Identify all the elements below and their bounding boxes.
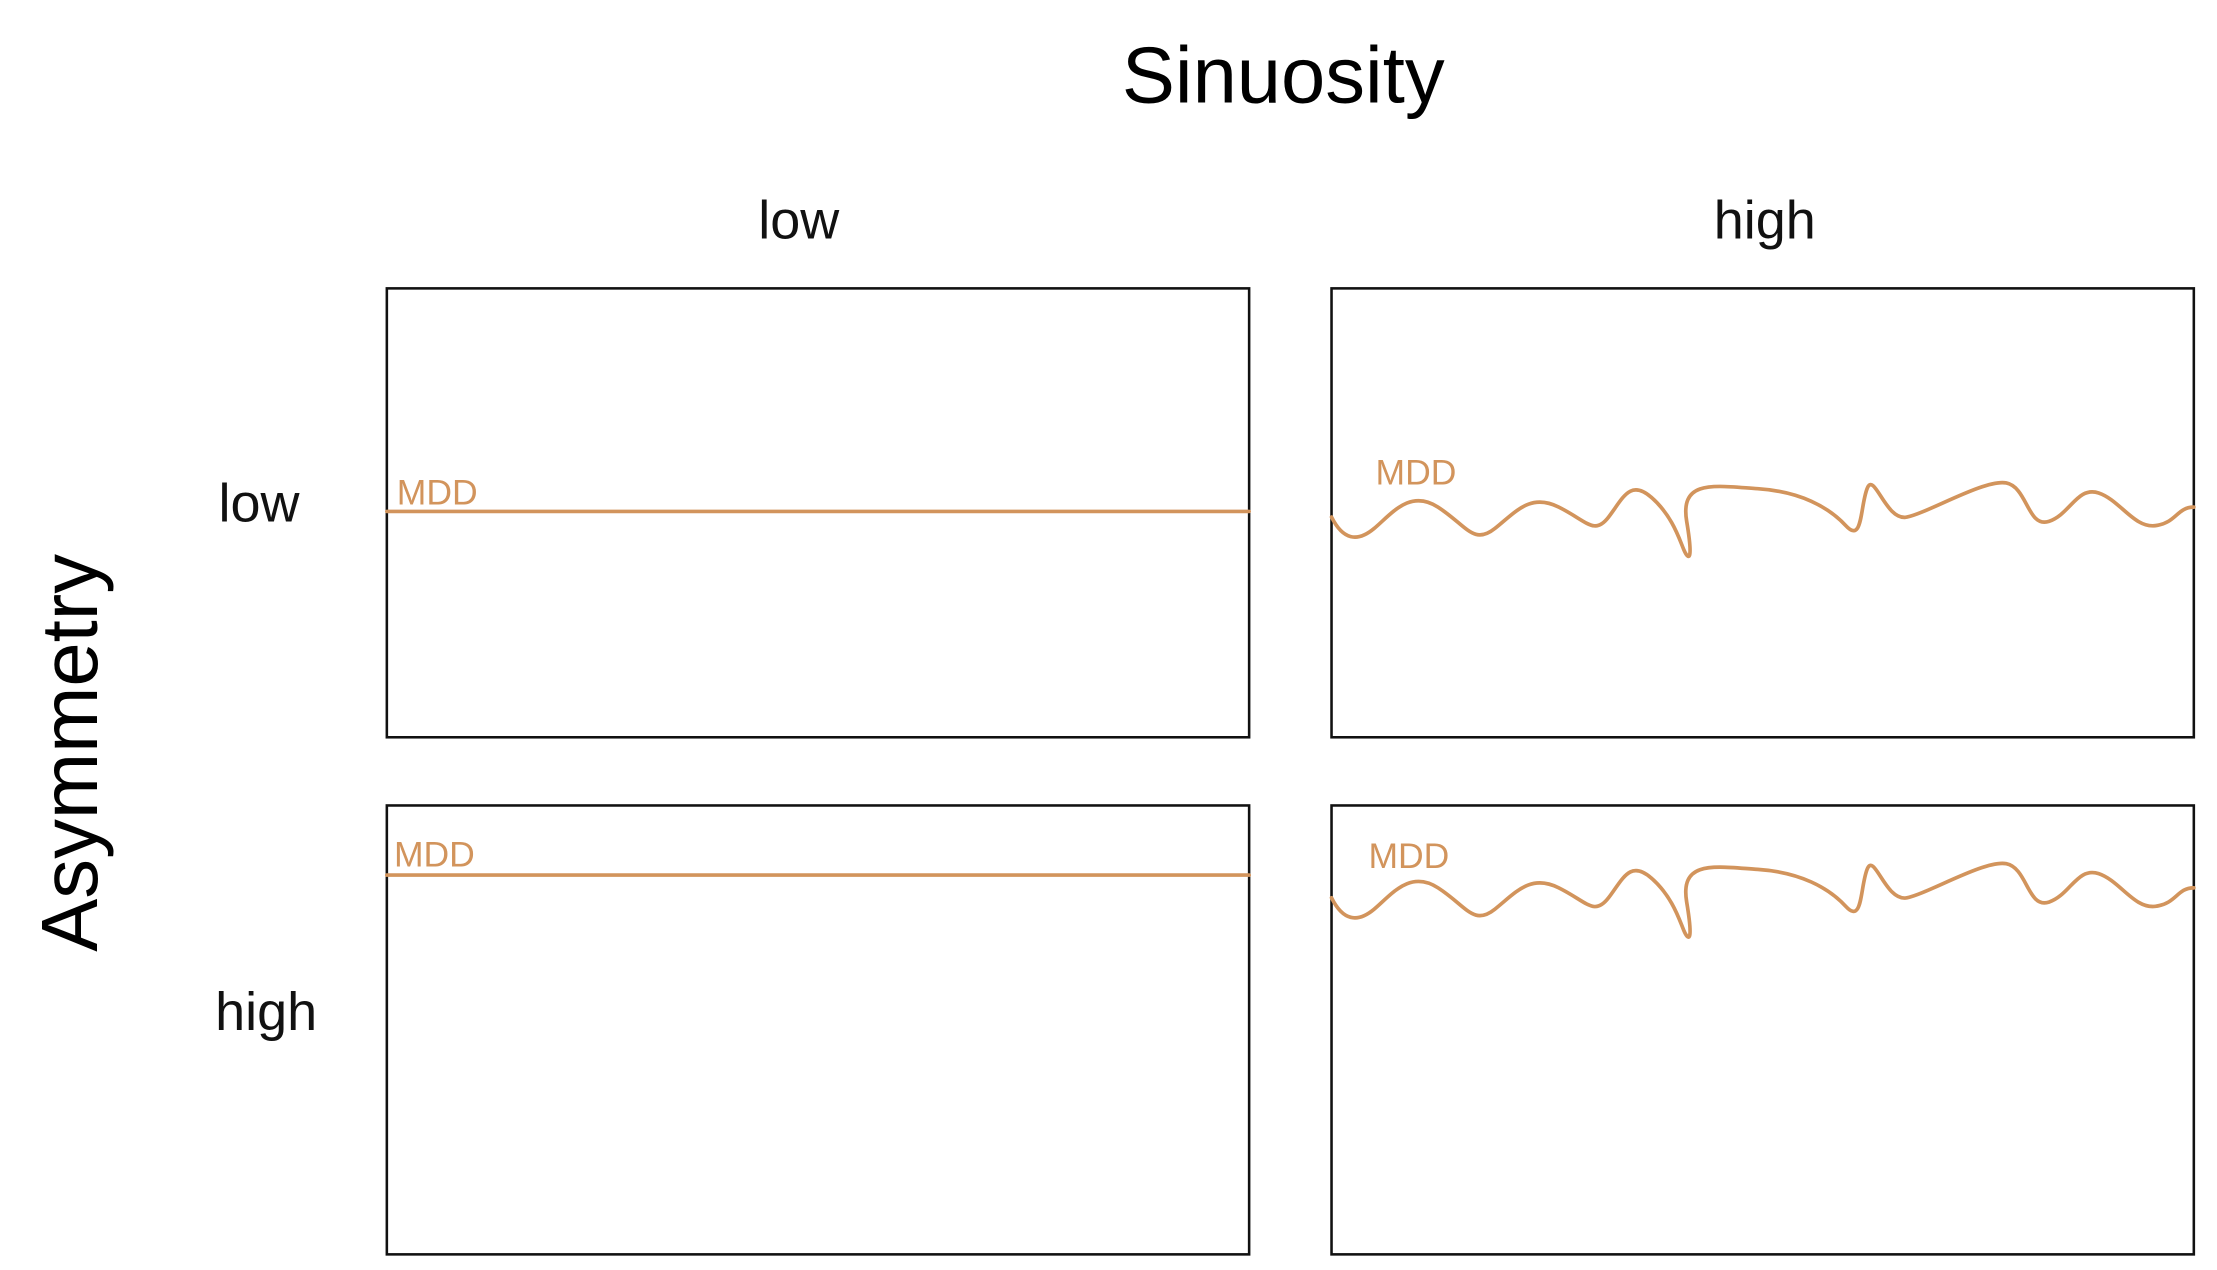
mdd-label: MDD (397, 472, 478, 512)
column-label: low (758, 191, 840, 251)
mdd-label: MDD (1368, 836, 1449, 876)
panel (1330, 804, 2196, 1256)
panel (385, 804, 1251, 1256)
column-label: high (1714, 191, 1816, 251)
row-label: low (218, 473, 300, 533)
panel (1330, 287, 2196, 739)
mdd-line (1329, 861, 2196, 939)
mdd-label: MDD (1376, 452, 1457, 492)
title: Sinuosity (1122, 30, 1445, 119)
mdd-line (1329, 480, 2196, 559)
mdd-label: MDD (394, 835, 475, 875)
row-label: high (215, 982, 317, 1042)
row-title: Asymmetry (25, 554, 114, 952)
